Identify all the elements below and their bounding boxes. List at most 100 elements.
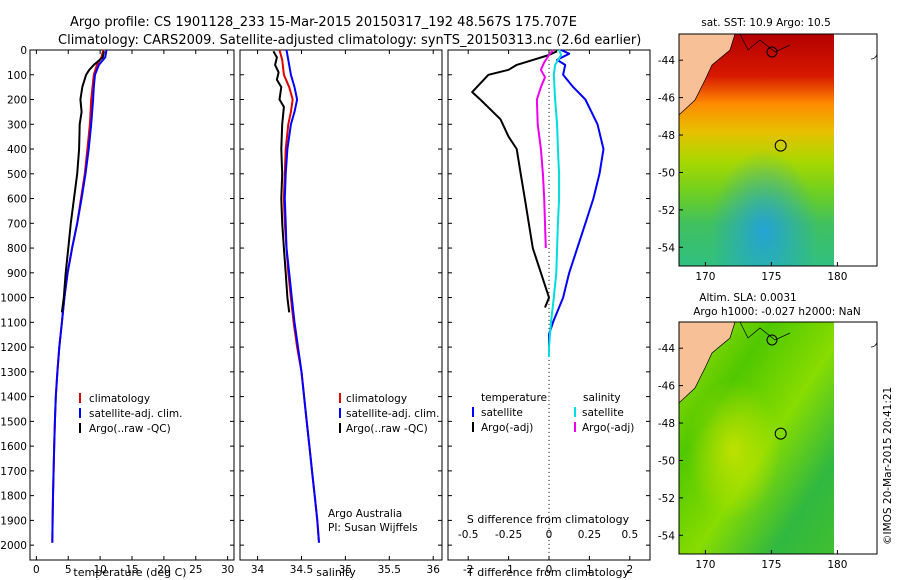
y-tick-label: 0 [20, 45, 27, 57]
map-x-tick-label: 170 [695, 559, 715, 571]
sst-map-title: sat. SST: 10.9 Argo: 10.5 [701, 17, 831, 29]
s-tick-label: 0 [546, 529, 553, 541]
x-tick-label: -2 [463, 564, 473, 576]
map-y-tick-label: -52 [658, 493, 675, 505]
map-y-tick-label: -48 [658, 418, 675, 430]
sst-island-marker [766, 46, 778, 58]
salinity-legend: climatology satellite-adj. clim. Argo(..… [339, 393, 439, 435]
y-tick-label: 200 [7, 95, 27, 107]
y-tick-label: 1500 [0, 416, 27, 428]
sla-island-marker [766, 334, 778, 346]
series-line-climatology [278, 49, 320, 543]
map-y-tick-label: -54 [658, 530, 675, 542]
temperature-x-label: temperature (deg C) [73, 566, 186, 579]
series-line-argo-adj- [471, 50, 558, 308]
header-line-2: Climatology: CARS2009. Satellite-adjuste… [58, 33, 641, 48]
series-line-salinity-satellite [548, 49, 563, 357]
y-tick-label: 500 [7, 169, 27, 181]
s-tick-label: -0.25 [495, 529, 522, 541]
series-line-climatology [51, 49, 105, 543]
legend-label-argo: Argo(..raw -QC) [346, 423, 428, 435]
sla-map-subtitle: Argo h1000: -0.027 h2000: NaN [693, 306, 861, 318]
legend-label-climatology: climatology [89, 393, 150, 405]
x-tick-label: 15 [125, 564, 138, 576]
map-y-tick-label: -46 [658, 93, 675, 105]
imos-credit: ©IMOS 20-Mar-2015 20:41:21 [882, 387, 894, 545]
header-line-1: Argo profile: CS 1901128_233 15-Mar-2015… [70, 15, 577, 30]
legend-label-argo: Argo(..raw -QC) [89, 423, 171, 435]
sst-land-new-zealand [678, 33, 736, 116]
salinity-chart: 34 34.5 35 35.5 36 [240, 49, 442, 576]
legend-label-s-satellite: satellite [582, 407, 624, 419]
legend-title-salinity: salinity [583, 392, 621, 404]
map-y-tick-label: -44 [658, 343, 675, 355]
series-line-argo-raw-qc- [60, 50, 105, 313]
y-tick-label: 2000 [0, 540, 27, 552]
temperature-legend: climatology satellite-adj. clim. Argo(..… [79, 393, 182, 435]
x-tick-label: 0 [33, 564, 40, 576]
x-tick-label: -1 [503, 564, 513, 576]
x-tick-label: 35.5 [378, 564, 401, 576]
series-line-satellite-adj-clim- [283, 49, 320, 543]
difference-panel-frame [447, 49, 651, 561]
map-x-tick-label: 175 [761, 559, 781, 571]
temperature-chart: 0100200300400500600700800900100011001200… [0, 45, 234, 576]
series-line-argo-raw-qc- [272, 50, 291, 313]
x-tick-label: 10 [93, 564, 106, 576]
x-tick-label: 35 [339, 564, 352, 576]
sla-map-axes: 170 175 180 -44 -46 -48 -50 -52 -54 [658, 343, 848, 571]
difference-chart: -2 -1 0 1 2 -0.5 -0.25 0 0.25 0.5 [448, 49, 650, 576]
y-tick-label: 700 [7, 218, 27, 230]
x-tick-label: 20 [157, 564, 170, 576]
y-tick-label: 1000 [0, 293, 27, 305]
sst-map-frame [678, 33, 878, 267]
y-tick-label: 100 [7, 70, 27, 82]
map-y-tick-label: -52 [658, 205, 675, 217]
series-line-satellite [548, 49, 605, 357]
y-tick-label: 1100 [0, 317, 27, 329]
y-tick-label: 1900 [0, 515, 27, 527]
s-tick-label: -0.5 [458, 529, 479, 541]
sst-coastline [739, 33, 791, 53]
s-difference-label: S difference from climatology [467, 513, 630, 526]
y-tick-label: 400 [7, 144, 27, 156]
difference-legend: temperature salinity satellite Argo(-adj… [472, 392, 634, 434]
map-y-tick-label: -44 [658, 55, 675, 67]
legend-label-satellite: satellite-adj. clim. [89, 408, 182, 420]
agency-credit: Argo Australia [328, 508, 402, 520]
temperature-panel-frame [29, 49, 235, 561]
map-x-tick-label: 180 [827, 559, 847, 571]
sst-map: sat. SST: 10.9 Argo: 10.5 170 175 180 -44 -4… [658, 17, 878, 283]
x-tick-label: 5 [65, 564, 72, 576]
x-tick-label: 30 [221, 564, 234, 576]
x-tick-label: 1 [586, 564, 593, 576]
sst-map-axes: 170 175 180 -44 -46 -48 -50 -52 -54 [658, 55, 848, 283]
x-tick-label: 2 [626, 564, 633, 576]
y-tick-label: 800 [7, 243, 27, 255]
series-line-salinity-argo-adj- [535, 49, 554, 249]
x-tick-label: 34.5 [290, 564, 313, 576]
sla-land-new-zealand [678, 321, 736, 404]
sla-coastline [739, 321, 791, 341]
salinity-panel-frame [239, 49, 443, 561]
sla-float-position-marker [774, 427, 787, 440]
y-tick-label: 1300 [0, 367, 27, 379]
legend-label-t-argo: Argo(-adj) [481, 422, 533, 434]
map-x-tick-label: 180 [827, 271, 847, 283]
sla-map: Altim. SLA: 0.0031 Argo h1000: -0.027 h2… [658, 292, 878, 571]
y-tick-label: 1800 [0, 491, 27, 503]
legend-label-climatology: climatology [346, 393, 407, 405]
y-tick-label: 1700 [0, 466, 27, 478]
y-tick-label: 900 [7, 268, 27, 280]
y-tick-label: 300 [7, 119, 27, 131]
y-tick-label: 1200 [0, 342, 27, 354]
sst-no-data [834, 34, 877, 266]
s-tick-label: 0.25 [578, 529, 601, 541]
sla-map-frame [678, 321, 878, 555]
x-tick-label: 34 [251, 564, 265, 576]
map-y-tick-label: -54 [658, 242, 675, 254]
x-tick-label: 0 [546, 564, 553, 576]
y-tick-label: 1400 [0, 392, 27, 404]
legend-label-t-satellite: satellite [481, 407, 523, 419]
